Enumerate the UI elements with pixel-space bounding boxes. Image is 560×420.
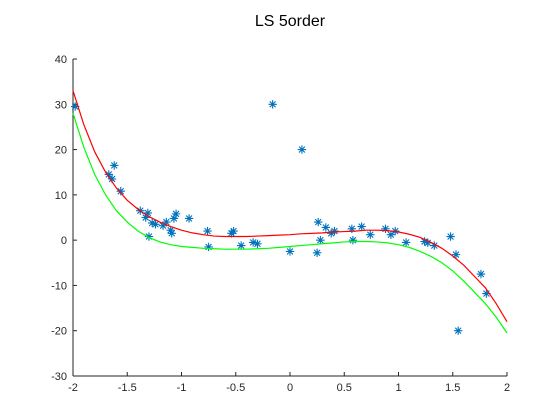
data-point [144, 232, 154, 241]
data-point [285, 247, 295, 256]
y-tick-label: 0 [61, 235, 67, 247]
y-tick-label: -10 [51, 280, 67, 292]
data-point [107, 174, 117, 184]
data-point [401, 238, 411, 247]
y-tick-label: 40 [55, 54, 67, 66]
data-point [314, 217, 323, 227]
data-point [141, 213, 150, 222]
data-point [104, 170, 114, 179]
x-tick-label: -0.5 [226, 382, 245, 394]
data-point [143, 208, 153, 218]
data-point [236, 241, 246, 250]
chart-title: LS 5order [255, 13, 326, 30]
series-line-2 [72, 113, 508, 334]
y-tick-label: -30 [51, 371, 67, 383]
data-point [297, 145, 307, 154]
x-tick-label: -2 [68, 382, 78, 394]
data-point [453, 326, 463, 335]
data-point [253, 239, 262, 248]
data-point [167, 229, 176, 238]
data-point [476, 269, 486, 279]
data-point [386, 230, 396, 239]
data-point [110, 161, 119, 170]
y-tick-label: 30 [55, 99, 67, 111]
data-point [312, 248, 322, 258]
data-point [162, 217, 171, 227]
data-point [366, 230, 375, 239]
data-point [420, 237, 429, 246]
x-tick-label: -1 [177, 382, 187, 394]
data-point [169, 214, 179, 223]
data-point [203, 226, 212, 236]
x-tick-label: -1.5 [118, 382, 137, 394]
data-point [327, 229, 336, 238]
data-point [423, 238, 432, 248]
data-point [347, 224, 357, 234]
data-point [171, 209, 181, 219]
data-point [482, 289, 491, 298]
data-point [316, 235, 325, 245]
data-point [248, 238, 258, 247]
plot-area: -2 -1.5 -1 -0.5 0 0.5 1 1.5 2 -30 -20 -10 0 10 20 30 40 [51, 54, 510, 394]
series-line-1 [72, 90, 508, 322]
data-point [151, 220, 160, 229]
data-point [330, 226, 339, 236]
x-tick-label: 1 [395, 382, 401, 394]
data-point [184, 214, 194, 223]
y-tick-label: 20 [55, 145, 67, 157]
data-point [229, 226, 238, 236]
data-point [204, 242, 213, 252]
data-point [70, 102, 80, 111]
data-point [321, 223, 331, 232]
y-tick-label: -20 [51, 326, 67, 338]
data-point [357, 222, 366, 231]
x-tick-label: 1.5 [445, 382, 460, 394]
x-tick-label: 0 [287, 382, 293, 394]
data-point [430, 241, 439, 250]
data-point [116, 187, 125, 196]
data-point [451, 250, 461, 259]
data-point [348, 235, 358, 245]
data-point [166, 225, 175, 235]
x-tick-label: 2 [504, 382, 510, 394]
data-point [148, 218, 157, 228]
data-point [381, 224, 390, 234]
data-point [446, 232, 455, 241]
data-point [158, 221, 168, 230]
data-point [268, 100, 277, 109]
x-tick-label: 0.5 [337, 382, 352, 394]
y-tick-label: 10 [55, 190, 67, 202]
